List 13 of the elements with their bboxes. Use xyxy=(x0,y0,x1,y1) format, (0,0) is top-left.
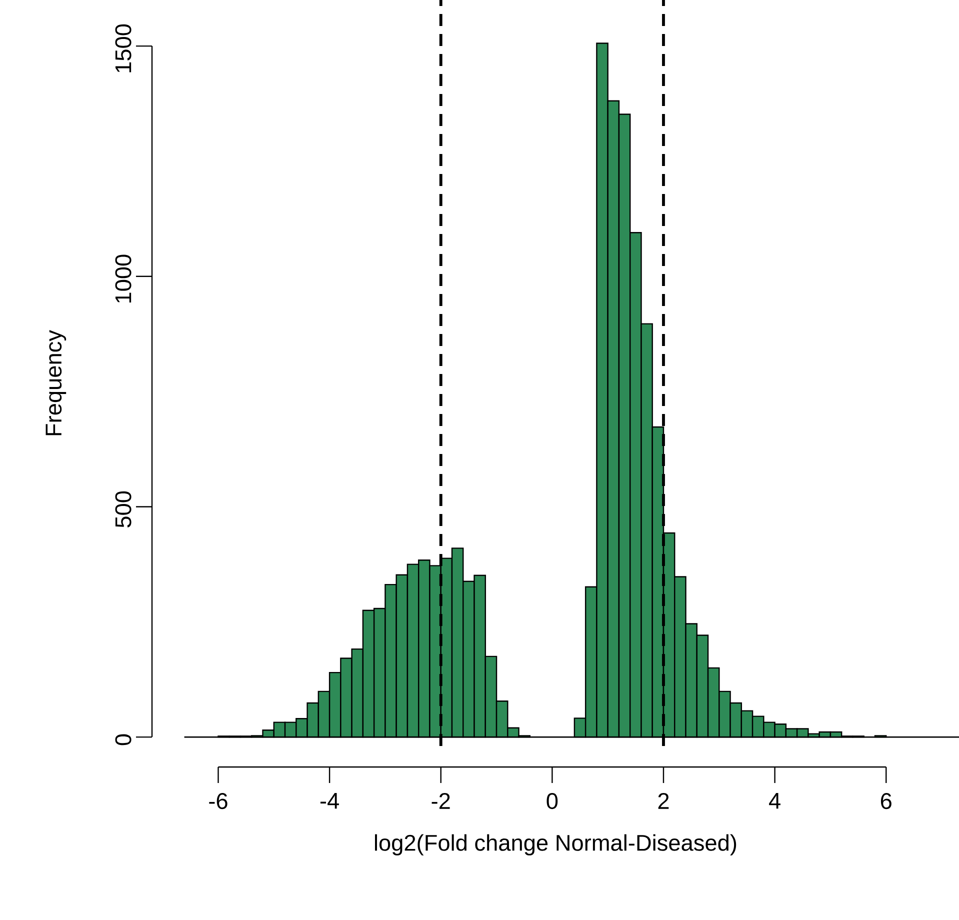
x-tick-label: -2 xyxy=(432,793,450,809)
x-tick-label: 2 xyxy=(658,793,669,809)
y-tick-label: 1500 xyxy=(115,24,132,72)
y-tick-label: 1000 xyxy=(115,254,132,303)
x-tick-label: -6 xyxy=(209,793,228,810)
x-axis-title: log2(Fold change Normal-Diseased) xyxy=(374,834,736,856)
x-tick-label: 0 xyxy=(546,793,558,810)
x-tick-label: 4 xyxy=(769,793,780,809)
y-tick-label: 500 xyxy=(115,491,132,528)
x-tick-label: -4 xyxy=(320,793,339,809)
x-tick-label: 6 xyxy=(880,793,892,810)
y-axis-title: Frequency xyxy=(46,330,66,436)
y-tick-label: 0 xyxy=(115,734,132,746)
